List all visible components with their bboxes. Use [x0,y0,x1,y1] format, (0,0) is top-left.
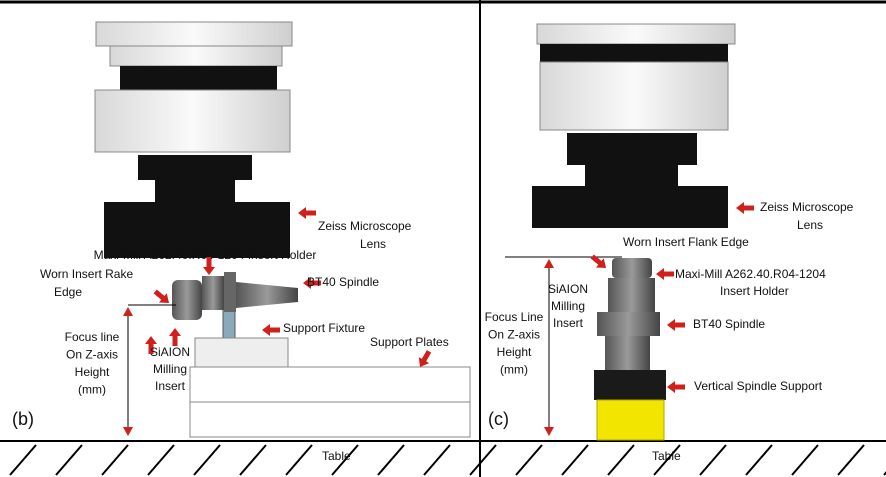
microscope-lens [95,22,292,258]
hatch-line [378,445,404,475]
hatch-line [194,445,220,475]
hatch-line [700,445,726,475]
callout-label: Edge [54,285,82,299]
arrow-head [656,268,674,280]
arrow [588,252,610,273]
arrow-head [123,427,133,436]
arrow-head [667,381,685,393]
arrow [298,207,316,219]
hatch-line [56,445,82,475]
dim-arrow [544,427,554,436]
callout-label: Insert Holder [720,284,789,298]
callout-label: BT40 Spindle [307,275,379,289]
hatch-line [746,445,772,475]
hatch-line [286,445,312,475]
arrow-head [588,252,610,273]
callout-label: Insert [155,379,186,393]
dim-arrow [123,307,133,316]
hatch-line [562,445,588,475]
hatch-line [240,445,266,475]
arrow [262,324,280,336]
arrow [736,202,754,214]
callout-label: BT40 Spindle [693,317,765,331]
callout-label: Vertical Spindle Support [694,379,823,393]
callout-label: Lens [797,218,823,232]
arrow-head [123,307,133,316]
arrow [151,287,173,308]
arrow-head [169,328,181,346]
callout-label: (mm) [500,363,528,377]
arrow-head [151,287,173,308]
arrow [667,319,685,331]
table-label: Table [322,449,351,463]
arrow [667,381,685,393]
callout-label: Maxi-Mill A262.40.R04-1204 [675,267,826,281]
callout-label: Milling [551,299,585,313]
panel-tag: (b) [12,409,34,429]
callout-label: On Z-axis [66,348,118,362]
arrow [656,268,674,280]
callout-label: Zeiss Microscope [760,200,854,214]
arrow-head [544,427,554,436]
hatch-line [470,445,496,475]
hatch-line [10,445,36,475]
hatch-line [102,445,128,475]
callout-label: Support Plates [370,335,449,349]
callout-label: Focus line [65,330,120,344]
callout-label: Maxi-Mill A262.40.R04-1204 Insert Holder [94,248,317,262]
table-label: Table [652,449,681,463]
callout-label: Focus Line [485,310,544,324]
arrow-head [544,259,554,268]
callout-label: Support Fixture [283,321,365,335]
callout-label: Worn Insert Rake [40,267,133,281]
callout-label: Height [75,365,110,379]
hatch-line [148,445,174,475]
hatch-line [516,445,542,475]
callout-label: (mm) [78,383,106,397]
hatch-line [424,445,450,475]
dim-arrow [123,427,133,436]
callout-label: Worn Insert Flank Edge [623,235,749,249]
callout-label: SiAION [150,345,190,359]
hatch-line [792,445,818,475]
arrow [169,328,181,346]
microscope-lens [532,24,735,228]
arrow-head [262,324,280,336]
hatch-line [608,445,634,475]
callout-label: Zeiss Microscope [318,219,412,233]
arrow-head [298,207,316,219]
callout-label: SiAION [548,282,588,296]
spindle-assembly [594,258,666,440]
callout-label: Insert [553,316,584,330]
arrow-head [736,202,754,214]
hatch-line [838,445,864,475]
arrow-head [667,319,685,331]
table-hatch [10,445,886,475]
figure: (b) Table Zeiss Microscope Lens Maxi-Mill A2… [0,0,886,477]
callout-label: On Z-axis [488,328,540,342]
callout-label: Lens [360,237,386,251]
panel-tag: (c) [488,409,509,429]
dim-arrow [544,259,554,268]
callout-label: Milling [153,362,187,376]
callout-label: Height [497,345,532,359]
